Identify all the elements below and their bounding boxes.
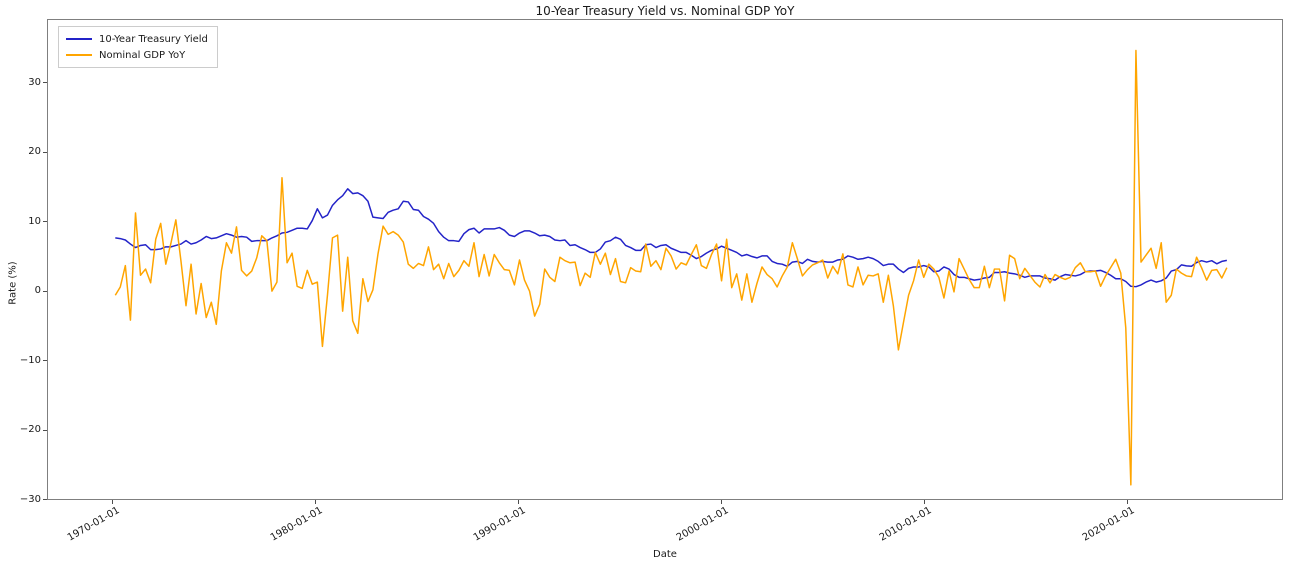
legend-label-treasury-yield: 10-Year Treasury Yield: [99, 33, 208, 45]
y-tick-label: 10: [28, 215, 41, 227]
y-tick-mark: [43, 429, 47, 431]
nominal-gdp-line-swatch: [66, 54, 92, 56]
y-tick-mark: [43, 82, 47, 84]
legend: 10-Year Treasury Yield Nominal GDP YoY: [58, 26, 218, 68]
y-tick-mark: [43, 151, 47, 153]
y-tick-label: 0: [34, 285, 41, 297]
y-tick-label: −30: [19, 493, 41, 505]
x-tick-mark: [112, 500, 114, 504]
y-tick-label: −20: [19, 424, 41, 436]
x-tick-label: 1990-01-01: [471, 505, 528, 544]
x-tick-mark: [315, 500, 317, 504]
x-axis-label: Date: [653, 549, 677, 560]
x-tick-mark: [518, 500, 520, 504]
series-line-1: [114, 49, 1228, 486]
chart-title: 10-Year Treasury Yield vs. Nominal GDP Y…: [535, 4, 795, 18]
legend-label-nominal-gdp: Nominal GDP YoY: [99, 49, 186, 61]
x-tick-label: 2010-01-01: [877, 505, 934, 544]
y-tick-label: −10: [19, 354, 41, 366]
y-tick-label: 20: [28, 146, 41, 158]
x-tick-label: 2000-01-01: [674, 505, 731, 544]
series-line-0: [115, 188, 1227, 288]
y-tick-mark: [43, 221, 47, 223]
x-tick-label: 1980-01-01: [268, 505, 325, 544]
y-tick-mark: [43, 290, 47, 292]
line-chart-svg: [114, 49, 1228, 486]
x-tick-mark: [924, 500, 926, 504]
y-tick-label: 30: [28, 76, 41, 88]
y-tick-mark: [43, 499, 47, 501]
treasury-yield-line-swatch: [66, 38, 92, 40]
x-tick-label: 2020-01-01: [1080, 505, 1137, 544]
x-tick-mark: [1127, 500, 1129, 504]
plot-area: [47, 19, 1283, 500]
x-tick-mark: [721, 500, 723, 504]
x-tick-label: 1970-01-01: [65, 505, 122, 544]
legend-item-nominal-gdp: Nominal GDP YoY: [66, 47, 208, 63]
y-tick-mark: [43, 360, 47, 362]
legend-item-treasury-yield: 10-Year Treasury Yield: [66, 31, 208, 47]
